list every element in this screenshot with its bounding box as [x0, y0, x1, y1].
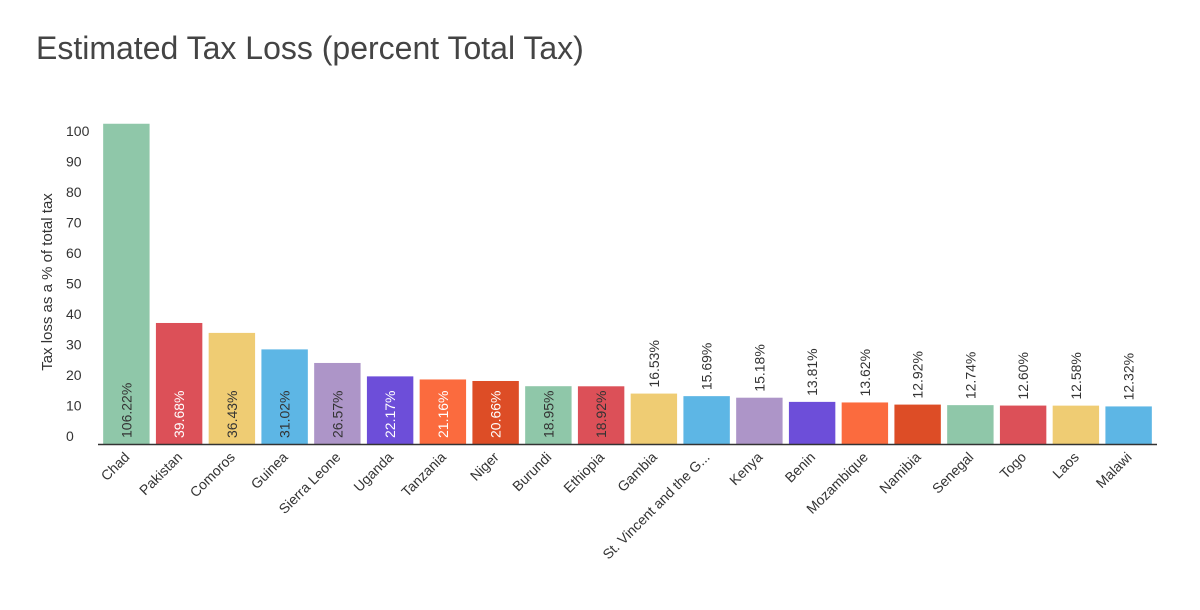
- data-label: 12.60%: [1015, 352, 1031, 399]
- data-label: 106.22%: [118, 383, 134, 438]
- data-label: 12.74%: [962, 352, 978, 399]
- category-label: Tanzania: [398, 449, 449, 500]
- data-labels: 106.22% 39.68% 36.43% 31.02% 26.57% 22.17% 21.…: [118, 340, 1136, 438]
- category-label: Namibia: [876, 449, 924, 497]
- y-tick-label: 10: [66, 398, 82, 414]
- bar: [736, 397, 783, 444]
- category-label: Laos: [1049, 449, 1082, 482]
- y-tick-label: 100: [66, 123, 90, 139]
- bar: [103, 123, 150, 444]
- category-label: Gambia: [614, 449, 660, 495]
- bar: [999, 405, 1047, 444]
- category-label: St. Vincent and the G...: [599, 449, 712, 562]
- category-label: Chad: [98, 449, 133, 484]
- data-label: 15.69%: [699, 343, 715, 390]
- category-label: Malawi: [1093, 449, 1135, 491]
- bar: [683, 396, 730, 444]
- y-tick-label: 90: [66, 154, 82, 170]
- data-label: 12.32%: [1121, 353, 1137, 400]
- bar: [419, 379, 467, 444]
- data-label: 36.43%: [224, 391, 240, 438]
- y-axis-title: Tax loss as a % of total tax: [39, 193, 56, 371]
- category-label: Senegal: [929, 449, 977, 497]
- data-label: 18.92%: [593, 391, 609, 438]
- bar: [525, 386, 572, 444]
- y-tick-label: 70: [66, 215, 82, 231]
- bar: [577, 386, 625, 444]
- bar: [208, 332, 256, 444]
- category-label: Kenya: [726, 449, 766, 489]
- data-label: 12.58%: [1068, 352, 1084, 399]
- bar: [366, 376, 414, 444]
- y-tick-label: 30: [66, 337, 82, 353]
- data-label: 22.17%: [382, 391, 398, 438]
- data-label: 13.81%: [804, 348, 820, 395]
- bar: [1105, 406, 1152, 444]
- y-tick-label: 40: [66, 306, 82, 322]
- data-label: 15.18%: [751, 344, 767, 391]
- bar: [1052, 405, 1100, 444]
- category-label: Niger: [467, 449, 502, 484]
- data-label: 12.92%: [910, 351, 926, 398]
- y-tick-label: 50: [66, 276, 82, 292]
- bar: [894, 404, 941, 444]
- category-label: Guinea: [248, 449, 291, 492]
- bar: [841, 402, 889, 444]
- data-label: 31.02%: [277, 391, 293, 438]
- data-label: 18.95%: [540, 391, 556, 438]
- data-label: 26.57%: [329, 391, 345, 438]
- bar: [788, 401, 836, 444]
- y-tick-label: 80: [66, 184, 82, 200]
- y-tick-label: 60: [66, 245, 82, 261]
- data-label: 13.62%: [857, 349, 873, 396]
- y-axis-ticks: 0 10 20 30 40 50 60 70 80 90 100: [66, 123, 90, 444]
- y-tick-label: 20: [66, 367, 82, 383]
- y-tick-label: 0: [66, 428, 74, 444]
- chart-title: Estimated Tax Loss (percent Total Tax): [36, 30, 584, 66]
- data-label: 20.66%: [488, 391, 504, 438]
- bars: [103, 123, 1152, 444]
- bar: [155, 322, 203, 444]
- category-label: Pakistan: [136, 449, 185, 498]
- category-label: Uganda: [350, 449, 396, 495]
- data-label: 21.16%: [435, 391, 451, 438]
- category-label: Benin: [782, 449, 819, 486]
- category-label: Togo: [996, 449, 1029, 482]
- bar: [472, 380, 519, 444]
- data-label: 16.53%: [646, 340, 662, 387]
- category-label: Comoros: [187, 449, 238, 500]
- data-label: 39.68%: [171, 391, 187, 438]
- bar: [947, 405, 994, 444]
- bar: [630, 393, 678, 444]
- category-label: Burundi: [509, 449, 554, 494]
- bar: [261, 349, 308, 444]
- bar: [314, 362, 361, 444]
- category-label: Ethiopia: [560, 449, 607, 496]
